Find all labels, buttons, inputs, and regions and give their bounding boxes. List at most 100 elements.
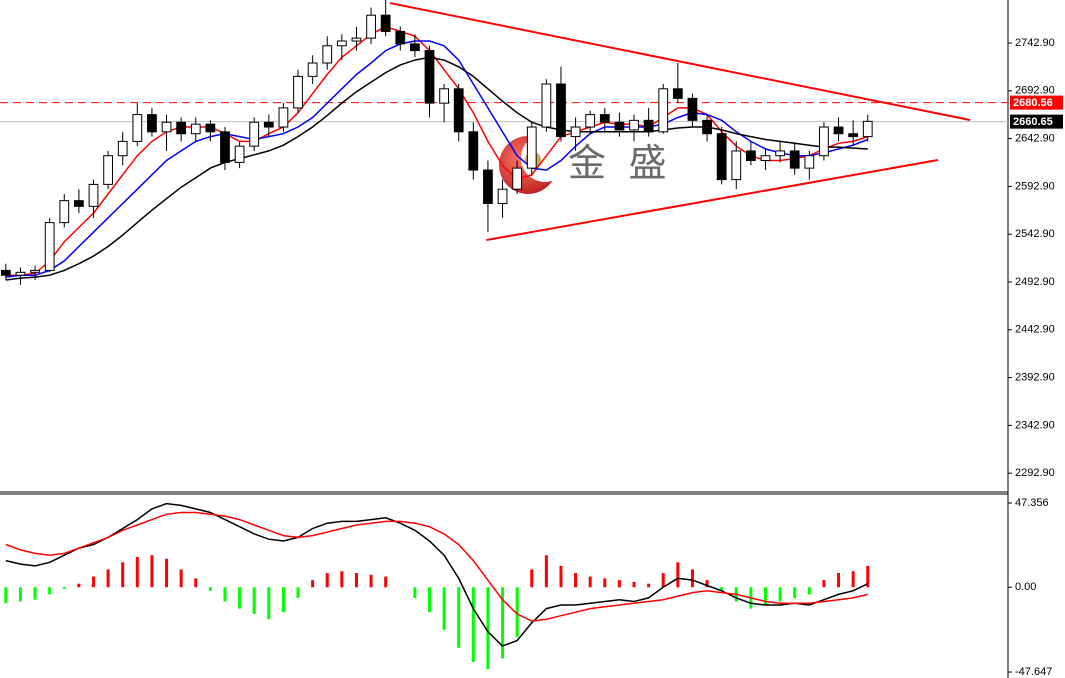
candle-body bbox=[322, 45, 333, 64]
macd-histogram-bar bbox=[150, 555, 154, 588]
macd-histogram-bar bbox=[135, 556, 139, 588]
macd-histogram-bar bbox=[62, 587, 66, 590]
macd-histogram-bar bbox=[281, 587, 285, 613]
macd-histogram-bar bbox=[427, 587, 431, 613]
candle-body bbox=[263, 121, 274, 128]
candle-body bbox=[234, 145, 245, 163]
candle-body bbox=[658, 88, 669, 133]
macd-histogram-bar bbox=[720, 587, 724, 591]
macd-histogram-bar bbox=[252, 587, 256, 614]
candle-body bbox=[819, 126, 829, 157]
price-label-box bbox=[1010, 114, 1063, 129]
candle-body bbox=[687, 97, 698, 121]
candle-body bbox=[760, 155, 771, 161]
candle-body bbox=[585, 114, 596, 128]
candle-body bbox=[30, 269, 40, 273]
macd-histogram-bar bbox=[837, 573, 841, 588]
macd-histogram-bar bbox=[48, 587, 52, 595]
macd-histogram-bar bbox=[501, 587, 505, 659]
y-tick-label: 2642.90 bbox=[1015, 133, 1055, 145]
candle-body bbox=[804, 155, 815, 169]
candle-body bbox=[731, 150, 742, 181]
watermark: 金 盛 bbox=[499, 134, 673, 194]
candle-body bbox=[307, 62, 318, 77]
macd-histogram-bar bbox=[632, 581, 636, 588]
y-tick-label: 2742.90 bbox=[1015, 37, 1055, 49]
candle-body bbox=[278, 107, 289, 128]
y-tick-label: 2592.90 bbox=[1015, 180, 1055, 192]
candle-body bbox=[351, 37, 362, 42]
trend-line bbox=[486, 159, 939, 242]
y-tick-label: 2492.90 bbox=[1015, 276, 1055, 288]
candle-body bbox=[468, 131, 479, 171]
candle-body bbox=[512, 167, 523, 190]
candle-body bbox=[614, 121, 625, 131]
candle-body bbox=[366, 14, 376, 39]
candle-body bbox=[336, 40, 347, 47]
candle-body bbox=[483, 169, 493, 205]
macd-histogram-bar bbox=[793, 587, 797, 598]
macd-histogram-bar bbox=[18, 587, 22, 602]
candle-body bbox=[380, 14, 391, 32]
watermark-text: 金 盛 bbox=[568, 143, 673, 185]
macd-histogram-bar bbox=[121, 562, 125, 588]
candle-body bbox=[176, 121, 187, 135]
macd-histogram-bar bbox=[77, 583, 81, 588]
candle-body bbox=[541, 83, 552, 128]
macd-histogram-bar bbox=[544, 555, 548, 588]
macd-histogram-bar bbox=[179, 569, 183, 588]
y-tick-label: -47.647 bbox=[1015, 666, 1052, 678]
macd-histogram-bar bbox=[515, 587, 519, 638]
macd-histogram-bar bbox=[486, 587, 490, 670]
candle-body bbox=[88, 183, 99, 207]
macd-histogram-bar bbox=[603, 578, 607, 588]
y-tick-label: 0.00 bbox=[1015, 581, 1036, 593]
candle-body bbox=[103, 155, 113, 185]
macd-histogram-bar bbox=[325, 573, 329, 588]
macd-histogram-bar bbox=[705, 580, 709, 588]
candle-body bbox=[716, 133, 727, 181]
macd-histogram-bar bbox=[106, 569, 110, 588]
macd-histogram-bar bbox=[866, 565, 870, 588]
candle-body bbox=[629, 119, 639, 131]
macd-histogram-bar bbox=[530, 569, 534, 588]
candle-body bbox=[746, 150, 756, 161]
candle-body bbox=[497, 188, 508, 205]
candle-body bbox=[439, 88, 449, 104]
macd-histogram-bar bbox=[588, 576, 592, 588]
macd-histogram-bar bbox=[661, 573, 665, 588]
candle-body bbox=[74, 200, 84, 207]
candle-body bbox=[672, 88, 683, 99]
macd-histogram-bar bbox=[778, 587, 782, 602]
candle-body bbox=[44, 222, 55, 271]
y-tick-label: 2342.90 bbox=[1015, 419, 1055, 431]
y-tick-label: 2542.90 bbox=[1015, 228, 1055, 240]
macd-histogram-bar bbox=[413, 587, 417, 598]
macd-histogram-bar bbox=[340, 571, 344, 588]
macd-histogram-bar bbox=[676, 562, 680, 588]
macd-histogram-bar bbox=[763, 587, 767, 606]
candle-body bbox=[117, 140, 128, 157]
price-label: 2680.56 bbox=[1013, 97, 1053, 109]
macd-histogram-bar bbox=[822, 580, 826, 588]
y-tick-label: 2392.90 bbox=[1015, 371, 1055, 383]
y-tick-label: 47.356 bbox=[1015, 497, 1049, 509]
candle-body bbox=[220, 131, 230, 163]
trend-line bbox=[389, 2, 971, 121]
price-label: 2660.65 bbox=[1013, 116, 1053, 128]
ma-line bbox=[5, 40, 869, 278]
candle-body bbox=[599, 114, 610, 123]
macd-histogram-bar bbox=[165, 558, 169, 588]
macd-histogram-bar bbox=[194, 578, 198, 588]
y-tick-label: 2692.90 bbox=[1015, 85, 1055, 97]
macd-histogram-bar bbox=[296, 587, 300, 598]
candle-body bbox=[395, 30, 406, 45]
macd-histogram-bar bbox=[647, 583, 651, 588]
macd-histogram-bar bbox=[457, 587, 461, 648]
macd-histogram-bar bbox=[690, 569, 694, 588]
macd-histogram-bar bbox=[208, 587, 212, 591]
candle-body bbox=[556, 83, 566, 138]
candle-body bbox=[410, 43, 420, 52]
macd-histogram-bar bbox=[807, 587, 811, 595]
candle-body bbox=[205, 123, 216, 133]
